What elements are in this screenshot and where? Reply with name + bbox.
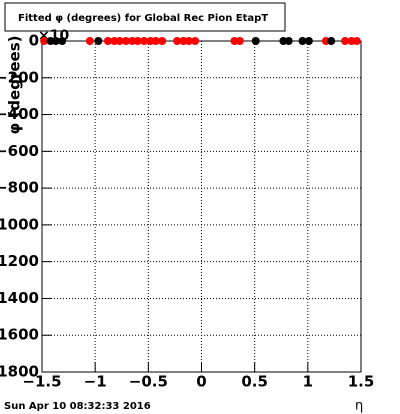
y-tick-label: −200 bbox=[0, 68, 39, 86]
y-tick-label: −800 bbox=[0, 179, 39, 197]
point bbox=[251, 37, 260, 45]
point bbox=[327, 37, 336, 45]
y-tick-label: 0 bbox=[29, 32, 39, 50]
point bbox=[151, 37, 160, 45]
point bbox=[133, 37, 142, 45]
point bbox=[284, 37, 293, 45]
footer-date: Sun Apr 10 08:32:33 2016 bbox=[4, 401, 151, 412]
point bbox=[235, 37, 244, 45]
x-tick-label: 0.5 bbox=[241, 373, 268, 391]
point bbox=[298, 37, 307, 45]
point bbox=[158, 37, 167, 45]
point bbox=[85, 37, 94, 45]
point bbox=[173, 37, 182, 45]
plot-frame bbox=[41, 40, 362, 373]
y-tick-label: −400 bbox=[0, 105, 39, 123]
point bbox=[51, 37, 60, 45]
x-tick-label: −1 bbox=[84, 373, 107, 391]
point bbox=[184, 37, 193, 45]
point bbox=[140, 37, 149, 45]
point bbox=[115, 37, 124, 45]
y-tick-label: −1000 bbox=[0, 215, 39, 233]
chart-title: Fitted φ (degrees) for Global Rec Pion E… bbox=[18, 13, 268, 24]
y-axis-label: φ (degrees) bbox=[6, 36, 24, 135]
point bbox=[191, 37, 200, 45]
point bbox=[352, 37, 361, 45]
y-tick-label: −1200 bbox=[0, 252, 39, 270]
x-tick-label: −1.5 bbox=[22, 373, 61, 391]
x-tick-label: 1 bbox=[303, 373, 313, 391]
point bbox=[341, 37, 350, 45]
y-tick-label: −1400 bbox=[0, 289, 39, 307]
point bbox=[40, 37, 49, 45]
point bbox=[94, 37, 103, 45]
y-tick-label: −1600 bbox=[0, 326, 39, 344]
x-tick-label: −0.5 bbox=[129, 373, 168, 391]
point bbox=[304, 37, 313, 45]
y-tick-label: −600 bbox=[0, 142, 39, 160]
x-axis-label: η bbox=[355, 399, 363, 414]
y-tick-label: −1800 bbox=[0, 363, 39, 381]
point bbox=[122, 37, 131, 45]
title-box bbox=[4, 2, 286, 32]
x-tick-label: 0 bbox=[196, 373, 206, 391]
x-tick-label: 1.5 bbox=[348, 373, 375, 391]
point bbox=[103, 37, 112, 45]
point bbox=[58, 37, 67, 45]
